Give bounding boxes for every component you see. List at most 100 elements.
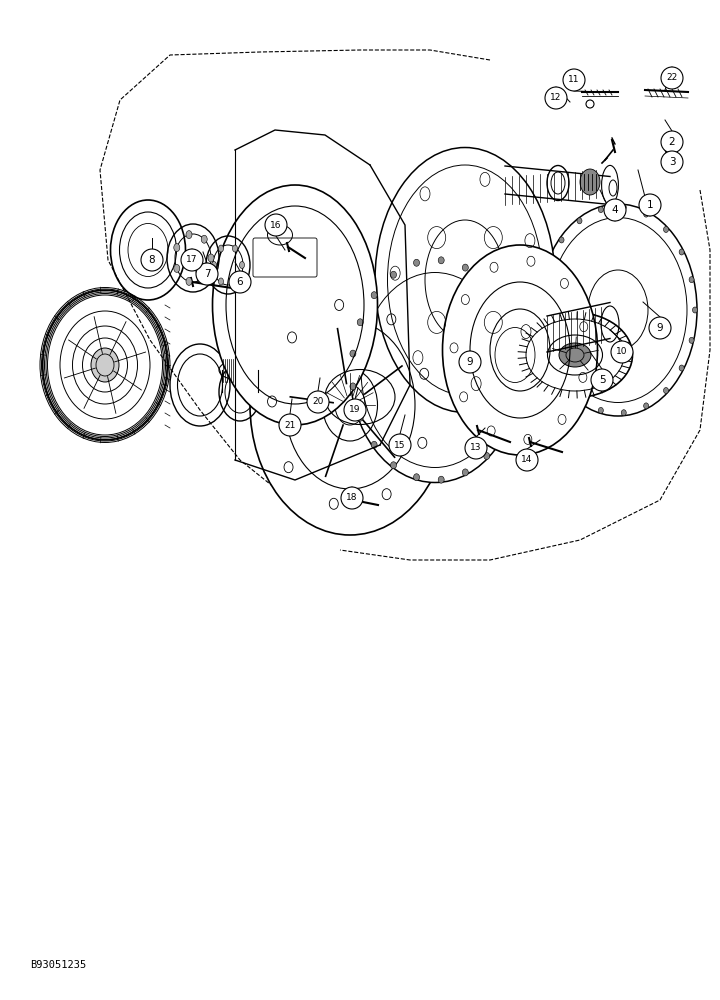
Ellipse shape	[679, 249, 684, 255]
Ellipse shape	[438, 476, 444, 483]
Ellipse shape	[250, 275, 450, 535]
Circle shape	[611, 341, 633, 363]
Text: 9: 9	[467, 357, 473, 367]
Ellipse shape	[462, 469, 468, 476]
Ellipse shape	[484, 280, 490, 287]
Circle shape	[649, 317, 671, 339]
Circle shape	[563, 69, 585, 91]
Text: 19: 19	[349, 406, 361, 414]
Text: 17: 17	[186, 255, 198, 264]
Circle shape	[516, 449, 538, 471]
Circle shape	[604, 199, 626, 221]
Text: 22: 22	[667, 74, 678, 83]
Ellipse shape	[539, 204, 697, 416]
Text: 21: 21	[284, 420, 296, 430]
Ellipse shape	[500, 428, 507, 435]
Ellipse shape	[357, 319, 363, 326]
Ellipse shape	[484, 453, 490, 460]
Circle shape	[341, 487, 363, 509]
Circle shape	[465, 437, 487, 459]
Ellipse shape	[621, 410, 626, 416]
Ellipse shape	[546, 352, 551, 358]
Ellipse shape	[233, 278, 238, 285]
Ellipse shape	[689, 277, 694, 283]
Circle shape	[661, 151, 683, 173]
Circle shape	[639, 194, 661, 216]
Ellipse shape	[201, 235, 207, 243]
Ellipse shape	[350, 350, 356, 357]
Circle shape	[344, 399, 366, 421]
Ellipse shape	[413, 259, 420, 266]
Text: 20: 20	[312, 397, 324, 406]
Ellipse shape	[443, 245, 598, 455]
Text: B93051235: B93051235	[30, 960, 86, 970]
Ellipse shape	[462, 264, 468, 271]
Ellipse shape	[559, 377, 564, 383]
Text: 13: 13	[470, 444, 482, 452]
Text: 2: 2	[669, 137, 675, 147]
Ellipse shape	[515, 366, 521, 373]
Ellipse shape	[518, 312, 632, 397]
Ellipse shape	[413, 474, 420, 481]
Text: 18: 18	[346, 493, 358, 502]
Ellipse shape	[390, 271, 397, 278]
Ellipse shape	[201, 273, 207, 281]
Circle shape	[545, 87, 567, 109]
Ellipse shape	[233, 245, 238, 252]
Ellipse shape	[580, 169, 600, 195]
Ellipse shape	[174, 264, 180, 272]
Ellipse shape	[375, 147, 555, 412]
Ellipse shape	[577, 396, 582, 402]
Ellipse shape	[577, 218, 582, 224]
Ellipse shape	[546, 262, 551, 268]
Text: 7: 7	[204, 269, 210, 279]
Ellipse shape	[559, 237, 564, 243]
Ellipse shape	[539, 292, 544, 298]
Ellipse shape	[438, 257, 444, 264]
Text: 3: 3	[669, 157, 675, 167]
Ellipse shape	[212, 185, 377, 425]
Ellipse shape	[644, 211, 649, 217]
Text: 10: 10	[616, 348, 628, 357]
Circle shape	[181, 249, 203, 271]
Circle shape	[265, 214, 287, 236]
Ellipse shape	[240, 261, 245, 268]
Circle shape	[279, 414, 301, 436]
Text: 6: 6	[237, 277, 243, 287]
Ellipse shape	[208, 254, 214, 262]
Circle shape	[196, 263, 218, 285]
Ellipse shape	[186, 277, 192, 285]
Text: 11: 11	[568, 76, 580, 85]
Ellipse shape	[539, 322, 544, 328]
Text: 5: 5	[599, 375, 606, 385]
Ellipse shape	[664, 226, 668, 232]
Ellipse shape	[679, 365, 684, 371]
Text: 16: 16	[270, 221, 282, 230]
Text: 15: 15	[395, 440, 406, 450]
Circle shape	[389, 434, 411, 456]
Ellipse shape	[390, 462, 397, 469]
Circle shape	[591, 369, 613, 391]
Circle shape	[459, 351, 481, 373]
Ellipse shape	[186, 231, 192, 239]
Ellipse shape	[218, 245, 223, 252]
Ellipse shape	[350, 257, 520, 483]
Ellipse shape	[511, 334, 517, 341]
Ellipse shape	[218, 278, 223, 285]
Ellipse shape	[598, 407, 603, 413]
Ellipse shape	[357, 414, 363, 421]
Ellipse shape	[621, 204, 626, 210]
Circle shape	[661, 131, 683, 153]
Ellipse shape	[689, 337, 694, 343]
Ellipse shape	[500, 305, 507, 312]
Ellipse shape	[559, 343, 591, 367]
Ellipse shape	[350, 383, 356, 390]
Circle shape	[661, 67, 683, 89]
Ellipse shape	[598, 207, 603, 213]
Ellipse shape	[664, 388, 668, 394]
Ellipse shape	[212, 261, 217, 268]
Circle shape	[141, 249, 163, 271]
Ellipse shape	[644, 403, 649, 409]
Text: 8: 8	[149, 255, 156, 265]
Circle shape	[307, 391, 329, 413]
